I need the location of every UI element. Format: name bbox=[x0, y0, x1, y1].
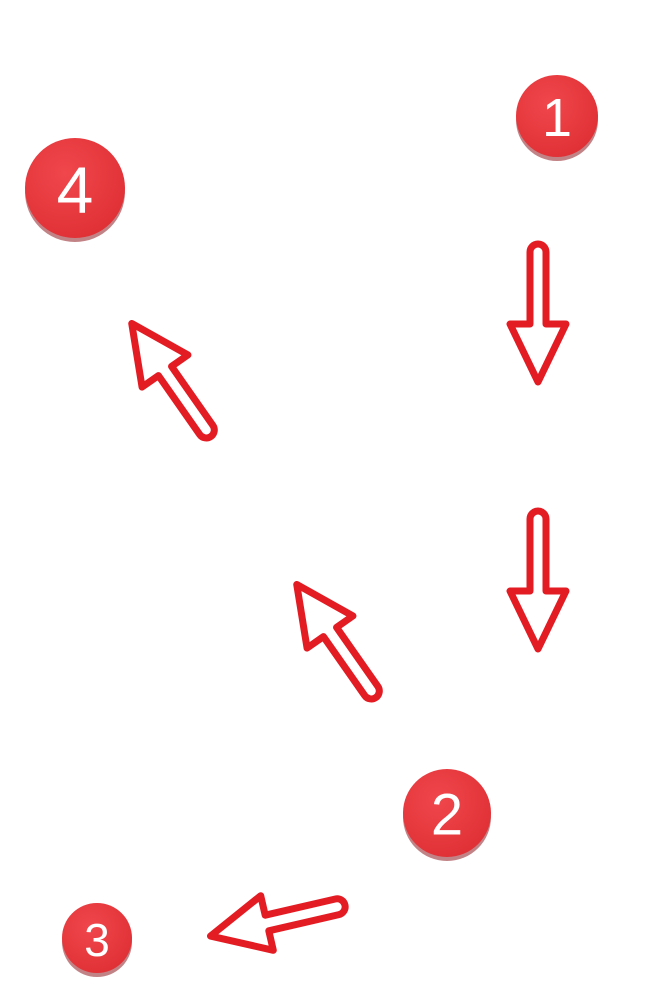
arrow-down-icon bbox=[506, 240, 570, 386]
arrows-layer bbox=[128, 240, 570, 954]
badge-circle bbox=[62, 903, 132, 973]
badge-circle bbox=[403, 769, 491, 857]
badge-label: 4 bbox=[57, 153, 94, 227]
badge-label: 3 bbox=[84, 914, 110, 966]
step-badge-3: 3 bbox=[62, 903, 132, 977]
arrow-down-icon bbox=[506, 507, 570, 653]
arrow-up-left-icon bbox=[128, 319, 218, 442]
step-badge-2: 2 bbox=[403, 769, 491, 861]
badge-label: 2 bbox=[431, 783, 463, 848]
badges-layer: 1 2 3 4 bbox=[25, 75, 598, 977]
badge-circle bbox=[25, 138, 125, 238]
badge-label: 1 bbox=[542, 88, 572, 148]
step-badge-1: 1 bbox=[516, 75, 598, 161]
badge-circle bbox=[516, 75, 598, 157]
step-badge-4: 4 bbox=[25, 138, 125, 242]
arrow-left-icon bbox=[206, 892, 349, 954]
arrow-up-left-icon bbox=[293, 580, 383, 703]
